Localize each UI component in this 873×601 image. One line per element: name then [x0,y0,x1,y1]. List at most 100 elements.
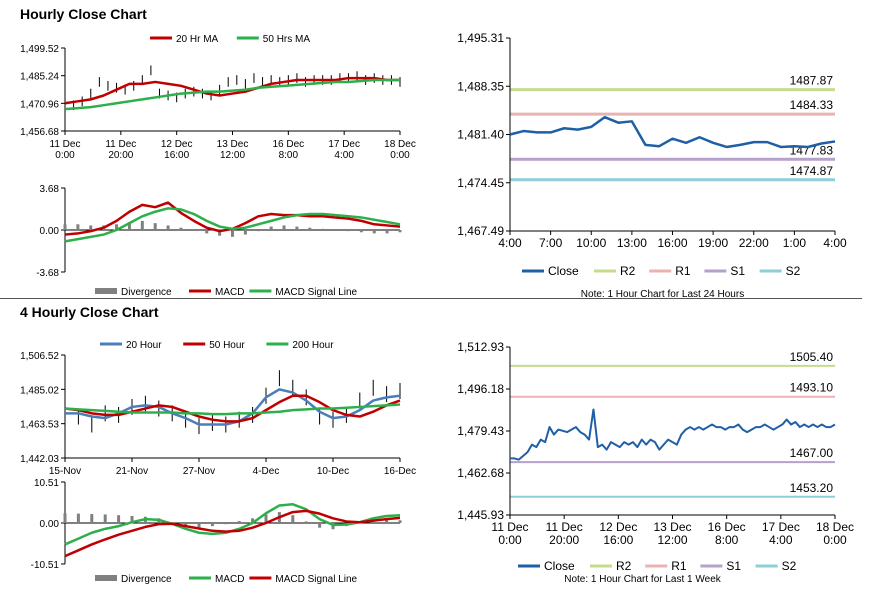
legend-label: 50 Hrs MA [263,34,311,45]
y-tick-label: 3.68 [40,184,60,195]
legend-label: Close [548,264,579,278]
series-200-hour [64,403,401,416]
x-tick-label: 18 Dec 0:00 [384,139,416,161]
legend-label: Divergence [121,574,172,585]
legend-label: MACD [215,287,244,298]
x-tick-label: 27-Nov [183,466,215,477]
y-tick-label: 0.00 [40,226,60,237]
section-title-hourly: Hourly Close Chart [20,6,147,22]
y-tick-label: 1,488.35 [457,79,504,93]
y-tick-label: 1,506.52 [20,351,59,362]
y-tick-label: 1,445.93 [457,508,504,522]
legend-swatch [95,575,117,581]
x-tick-label: 18 Dec 0:00 [816,520,854,547]
y-tick-label: 0.00 [40,519,60,530]
legend-swatch [95,288,117,294]
y-tick-label: 1,495.31 [457,31,504,45]
level-label-r2: 1505.40 [790,350,834,364]
x-tick-label: 17 Dec 4:00 [762,520,800,547]
y-tick-label: 1,474.45 [457,176,504,190]
x-tick-label: 7:00 [539,236,563,250]
legend-label: MACD Signal Line [275,574,357,585]
x-tick-label: 4-Dec [253,466,280,477]
legend-label: 20 Hr MA [176,34,219,45]
legend-label: S2 [786,264,801,278]
y-tick-label: 1,456.68 [20,127,59,138]
x-tick-label: 16 Dec 8:00 [708,520,746,547]
four-hourly-macd-chart: 10.51 0.00 -10.51 Divergence MACD MACD Signal… [31,478,402,585]
series-50-hrs-ma [64,78,400,111]
series-20-hr-ma [64,76,400,105]
x-tick-label: 10-Dec [317,466,349,477]
x-tick-label: 1:00 [783,236,807,250]
y-tick-label: 1,499.52 [20,44,59,55]
series-close [510,408,836,461]
level-label-r2: 1487.87 [790,74,834,88]
x-tick-label: 13 Dec 12:00 [653,520,691,547]
four-hourly-levels-chart: 1505.40 1493.10 1467.00 1453.20 1,512.93 1,49… [457,340,854,585]
x-tick-label: 19:00 [698,236,728,250]
x-tick-label: 16:00 [657,236,687,250]
chart-note: Note: 1 Hour Chart for Last 1 Week [564,574,722,585]
x-tick-label: 10:00 [576,236,606,250]
level-label-r1: 1493.10 [790,381,834,395]
series-close [509,115,836,149]
series-macd-signal-line [64,207,401,243]
legend-label: 20 Hour [126,340,162,351]
x-tick-label: 4:00 [823,236,847,250]
legend-label: MACD Signal Line [275,287,357,298]
legend-label: S1 [730,264,745,278]
legend-label: 50 Hour [209,340,245,351]
level-label-s2: 1453.20 [790,481,834,495]
x-tick-label: 11 Dec 0:00 [491,520,528,547]
y-tick-label: 10.51 [34,478,59,489]
series-50-hour [64,394,401,423]
legend-label: R1 [675,264,691,278]
hourly-macd-chart: 3.68 0.00 -3.68 Divergence MACD MACD Signal L… [36,184,402,298]
series-macd [64,503,401,546]
x-tick-label: 11 Dec 20:00 [546,520,583,547]
y-tick-label: 1,463.53 [20,420,59,431]
y-tick-label: 1,485.24 [20,72,59,83]
x-tick-label: 13:00 [617,236,647,250]
y-tick-label: 1,512.93 [457,340,504,354]
hourly-levels-chart: 1487.871484.331477.831474.871,495.311,48… [457,31,847,300]
x-tick-label: 12 Dec 16:00 [161,139,193,161]
legend-label: S2 [782,559,797,573]
y-tick-label: 1,481.40 [457,128,504,142]
legend-label: Close [544,559,575,573]
y-tick-label: -3.68 [36,268,59,279]
series-macd-signal-line [64,509,401,558]
legend-label: 200 Hour [292,340,334,351]
level-label-r1: 1484.33 [790,98,834,112]
level-label-s2: 1474.87 [790,164,834,178]
legend-label: R2 [616,559,632,573]
legend-label: R1 [671,559,687,573]
x-tick-label: 4:00 [498,236,522,250]
x-tick-label: 15-Nov [49,466,81,477]
x-tick-label: 13 Dec 12:00 [217,139,249,161]
y-tick-label: -10.51 [31,560,60,571]
x-tick-label: 11 Dec 0:00 [50,139,81,161]
y-tick-label: 1,496.18 [457,382,504,396]
chart-note: Note: 1 Hour Chart for Last 24 Hours [581,289,744,300]
section-title-four-hourly: 4 Hourly Close Chart [20,304,159,320]
x-tick-label: 12 Dec 16:00 [599,520,637,547]
x-tick-label: 22:00 [739,236,769,250]
x-tick-label: 16-Dec [384,466,416,477]
y-tick-label: 1,479.43 [457,424,504,438]
legend-label: S1 [726,559,741,573]
level-label-s1: 1467.00 [790,446,834,460]
y-tick-label: 1,485.02 [20,385,59,396]
x-tick-label: 16 Dec 8:00 [272,139,304,161]
legend-label: Divergence [121,287,172,298]
x-tick-label: 21-Nov [116,466,148,477]
section-divider [0,298,862,299]
x-tick-label: 17 Dec 4:00 [328,139,360,161]
y-tick-label: 1,442.03 [20,454,59,465]
legend-label: MACD [215,574,244,585]
legend-label: R2 [620,264,636,278]
y-tick-label: 1,467.49 [457,224,504,238]
